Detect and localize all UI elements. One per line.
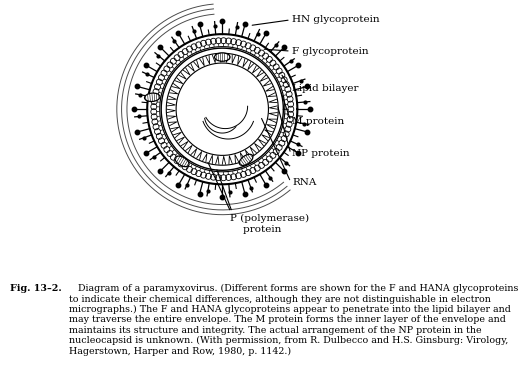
Text: F glycoprotein: F glycoprotein [292,47,369,56]
Text: HN glycoprotein: HN glycoprotein [292,15,380,24]
Ellipse shape [144,93,160,102]
Text: Diagram of a paramyxovirus. (Different forms are shown for the F and HANA glycop: Diagram of a paramyxovirus. (Different f… [69,284,519,356]
Ellipse shape [175,156,189,167]
Text: RNA: RNA [292,178,317,187]
Text: Lipid bilayer: Lipid bilayer [292,84,359,93]
Text: NP protein: NP protein [292,149,350,159]
Text: P (polymerase)
    protein: P (polymerase) protein [230,214,309,234]
Ellipse shape [215,53,230,61]
Text: Fig. 13–2.: Fig. 13–2. [10,284,62,293]
Text: M protein: M protein [292,117,344,126]
Ellipse shape [239,154,253,165]
